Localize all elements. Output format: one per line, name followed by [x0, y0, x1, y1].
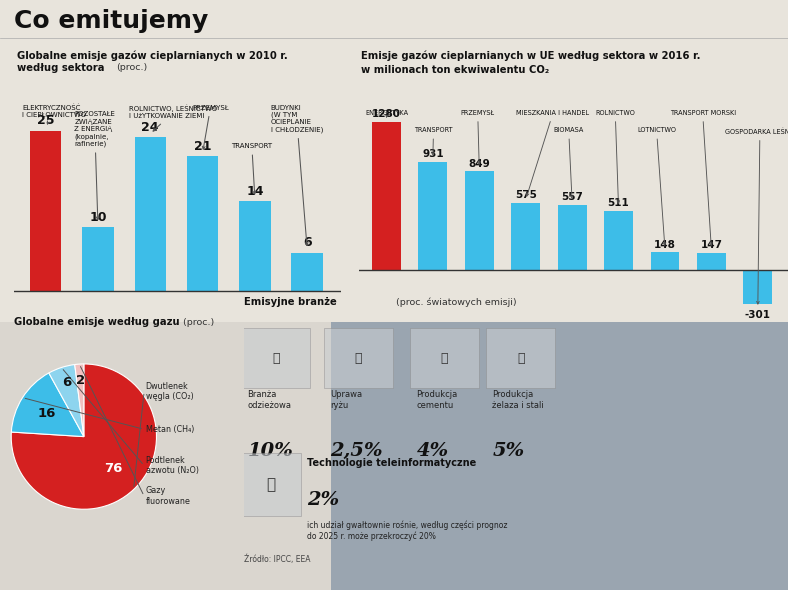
Text: -301: -301: [745, 310, 771, 320]
Bar: [743, 270, 772, 304]
Bar: [372, 122, 401, 270]
Text: ENERGETYKA: ENERGETYKA: [366, 110, 409, 117]
Text: 24: 24: [142, 121, 159, 134]
Text: 6: 6: [303, 237, 311, 250]
Text: PRZEMYSŁ: PRZEMYSŁ: [461, 110, 495, 164]
Text: 25: 25: [37, 114, 54, 127]
Bar: [82, 227, 113, 291]
Text: 557: 557: [561, 192, 583, 202]
FancyBboxPatch shape: [410, 327, 479, 388]
Text: Źródło: IPCC, EEA: Źródło: IPCC, EEA: [244, 554, 310, 563]
Text: 21: 21: [194, 140, 211, 153]
Text: ROLNICTWO, LEŚNICTWO
I UżYTKOWANIE ZIEMI: ROLNICTWO, LEŚNICTWO I UżYTKOWANIE ZIEMI: [129, 105, 217, 131]
Text: 931: 931: [422, 149, 444, 159]
Text: 2: 2: [76, 373, 85, 386]
Text: GOSPODARKA LEŚNĄ: GOSPODARKA LEŚNĄ: [725, 127, 788, 304]
Text: Co emitujemy: Co emitujemy: [14, 9, 209, 32]
Text: Globalne emisje według gazu: Globalne emisje według gazu: [14, 317, 180, 327]
Text: 148: 148: [654, 240, 676, 250]
Text: Uprawa
ryżu: Uprawa ryżu: [330, 391, 362, 409]
Bar: [511, 203, 540, 270]
Text: PRZEMYSŁ: PRZEMYSŁ: [192, 105, 229, 149]
Bar: [135, 137, 166, 291]
Text: 2,5%: 2,5%: [330, 442, 383, 460]
Text: 10: 10: [89, 211, 106, 224]
Text: ⬛: ⬛: [272, 352, 280, 365]
Text: 4%: 4%: [416, 442, 448, 460]
Text: Produkcja
żelaza i stali: Produkcja żelaza i stali: [492, 391, 545, 409]
Text: 14: 14: [246, 185, 264, 198]
Text: TRANSPORT: TRANSPORT: [414, 127, 453, 155]
Bar: [558, 205, 586, 270]
Text: TRANSPORT MORSKI: TRANSPORT MORSKI: [670, 110, 736, 245]
Text: 6: 6: [61, 376, 71, 389]
Text: BUDYNKI
(W TYM
OCIEPLANIE
I CHŁODZENIE): BUDYNKI (W TYM OCIEPLANIE I CHŁODZENIE): [270, 105, 323, 245]
Bar: [187, 156, 218, 291]
Text: Gazy
fluorowane: Gazy fluorowane: [146, 487, 191, 506]
Wedge shape: [49, 365, 84, 437]
Text: w milionach ton ekwiwalentu CO₂: w milionach ton ekwiwalentu CO₂: [361, 65, 549, 75]
Text: TRANSPORT: TRANSPORT: [232, 143, 273, 194]
Bar: [465, 172, 493, 270]
Text: ⬛: ⬛: [517, 352, 524, 365]
Text: ⬛: ⬛: [440, 352, 448, 365]
FancyBboxPatch shape: [241, 453, 300, 516]
Text: 5%: 5%: [492, 442, 525, 460]
Text: Metan (CH₄): Metan (CH₄): [146, 425, 194, 434]
Wedge shape: [11, 373, 84, 437]
Bar: [604, 211, 633, 270]
Text: Podtlenek
azwotu (N₂O): Podtlenek azwotu (N₂O): [146, 456, 199, 476]
Bar: [30, 130, 61, 291]
Text: 2%: 2%: [307, 491, 340, 509]
Bar: [240, 201, 270, 291]
Text: Dwutlenek
węgla (CO₂): Dwutlenek węgla (CO₂): [146, 382, 193, 401]
Text: ELEKTRYCZNOŚĆ
I CIEPŁOWNICTWO: ELEKTRYCZNOŚĆ I CIEPŁOWNICTWO: [22, 105, 86, 124]
Text: Produkcja
cementu: Produkcja cementu: [416, 391, 458, 409]
Text: ich udział gwałtownie rośnie, według części prognoz
do 2025 r. może przekroczyć : ich udział gwałtownie rośnie, według czę…: [307, 520, 507, 541]
Text: Technologie teleinformatyczne: Technologie teleinformatyczne: [307, 458, 477, 468]
Bar: [292, 253, 323, 291]
Text: 76: 76: [105, 462, 123, 475]
FancyBboxPatch shape: [324, 327, 393, 388]
Text: MIESZKANIA I HANDEL: MIESZKANIA I HANDEL: [516, 110, 589, 196]
FancyBboxPatch shape: [241, 327, 310, 388]
Wedge shape: [75, 364, 84, 437]
Text: (proc.): (proc.): [116, 63, 147, 72]
Text: 1280: 1280: [372, 109, 401, 119]
Bar: [697, 253, 726, 270]
Text: według sektora: według sektora: [17, 63, 108, 73]
Text: POZOSTAŁE
ZWIĄZANE
Z ENERGIĄ
(kopalnie,
rafinerie): POZOSTAŁE ZWIĄZANE Z ENERGIĄ (kopalnie, …: [74, 112, 115, 219]
Text: Emisyjne branże: Emisyjne branże: [244, 297, 337, 307]
Text: Globalne emisje gazów cieplarnianych w 2010 r.: Globalne emisje gazów cieplarnianych w 2…: [17, 50, 288, 61]
Text: (proc.): (proc.): [180, 319, 214, 327]
Text: ROLNICTWO: ROLNICTWO: [595, 110, 635, 204]
Text: (proc. światowych emisji): (proc. światowych emisji): [393, 298, 517, 307]
Text: LOTNICTWO: LOTNICTWO: [637, 127, 676, 245]
Text: BIOMASA: BIOMASA: [553, 127, 584, 198]
Text: 511: 511: [608, 198, 630, 208]
Text: 575: 575: [515, 190, 537, 200]
Text: Emisje gazów cieplarnianych w UE według sektora w 2016 r.: Emisje gazów cieplarnianych w UE według …: [361, 50, 701, 61]
Text: 💬: 💬: [266, 477, 275, 492]
FancyBboxPatch shape: [486, 327, 556, 388]
Bar: [651, 253, 679, 270]
Text: ⬛: ⬛: [355, 352, 362, 365]
Text: 849: 849: [468, 159, 490, 169]
Text: 147: 147: [701, 240, 723, 250]
Text: 10%: 10%: [247, 442, 293, 460]
Text: Branża
odzieżowa: Branża odzieżowa: [247, 391, 292, 409]
Wedge shape: [11, 364, 157, 509]
Text: 16: 16: [38, 407, 56, 419]
Bar: [418, 162, 448, 270]
